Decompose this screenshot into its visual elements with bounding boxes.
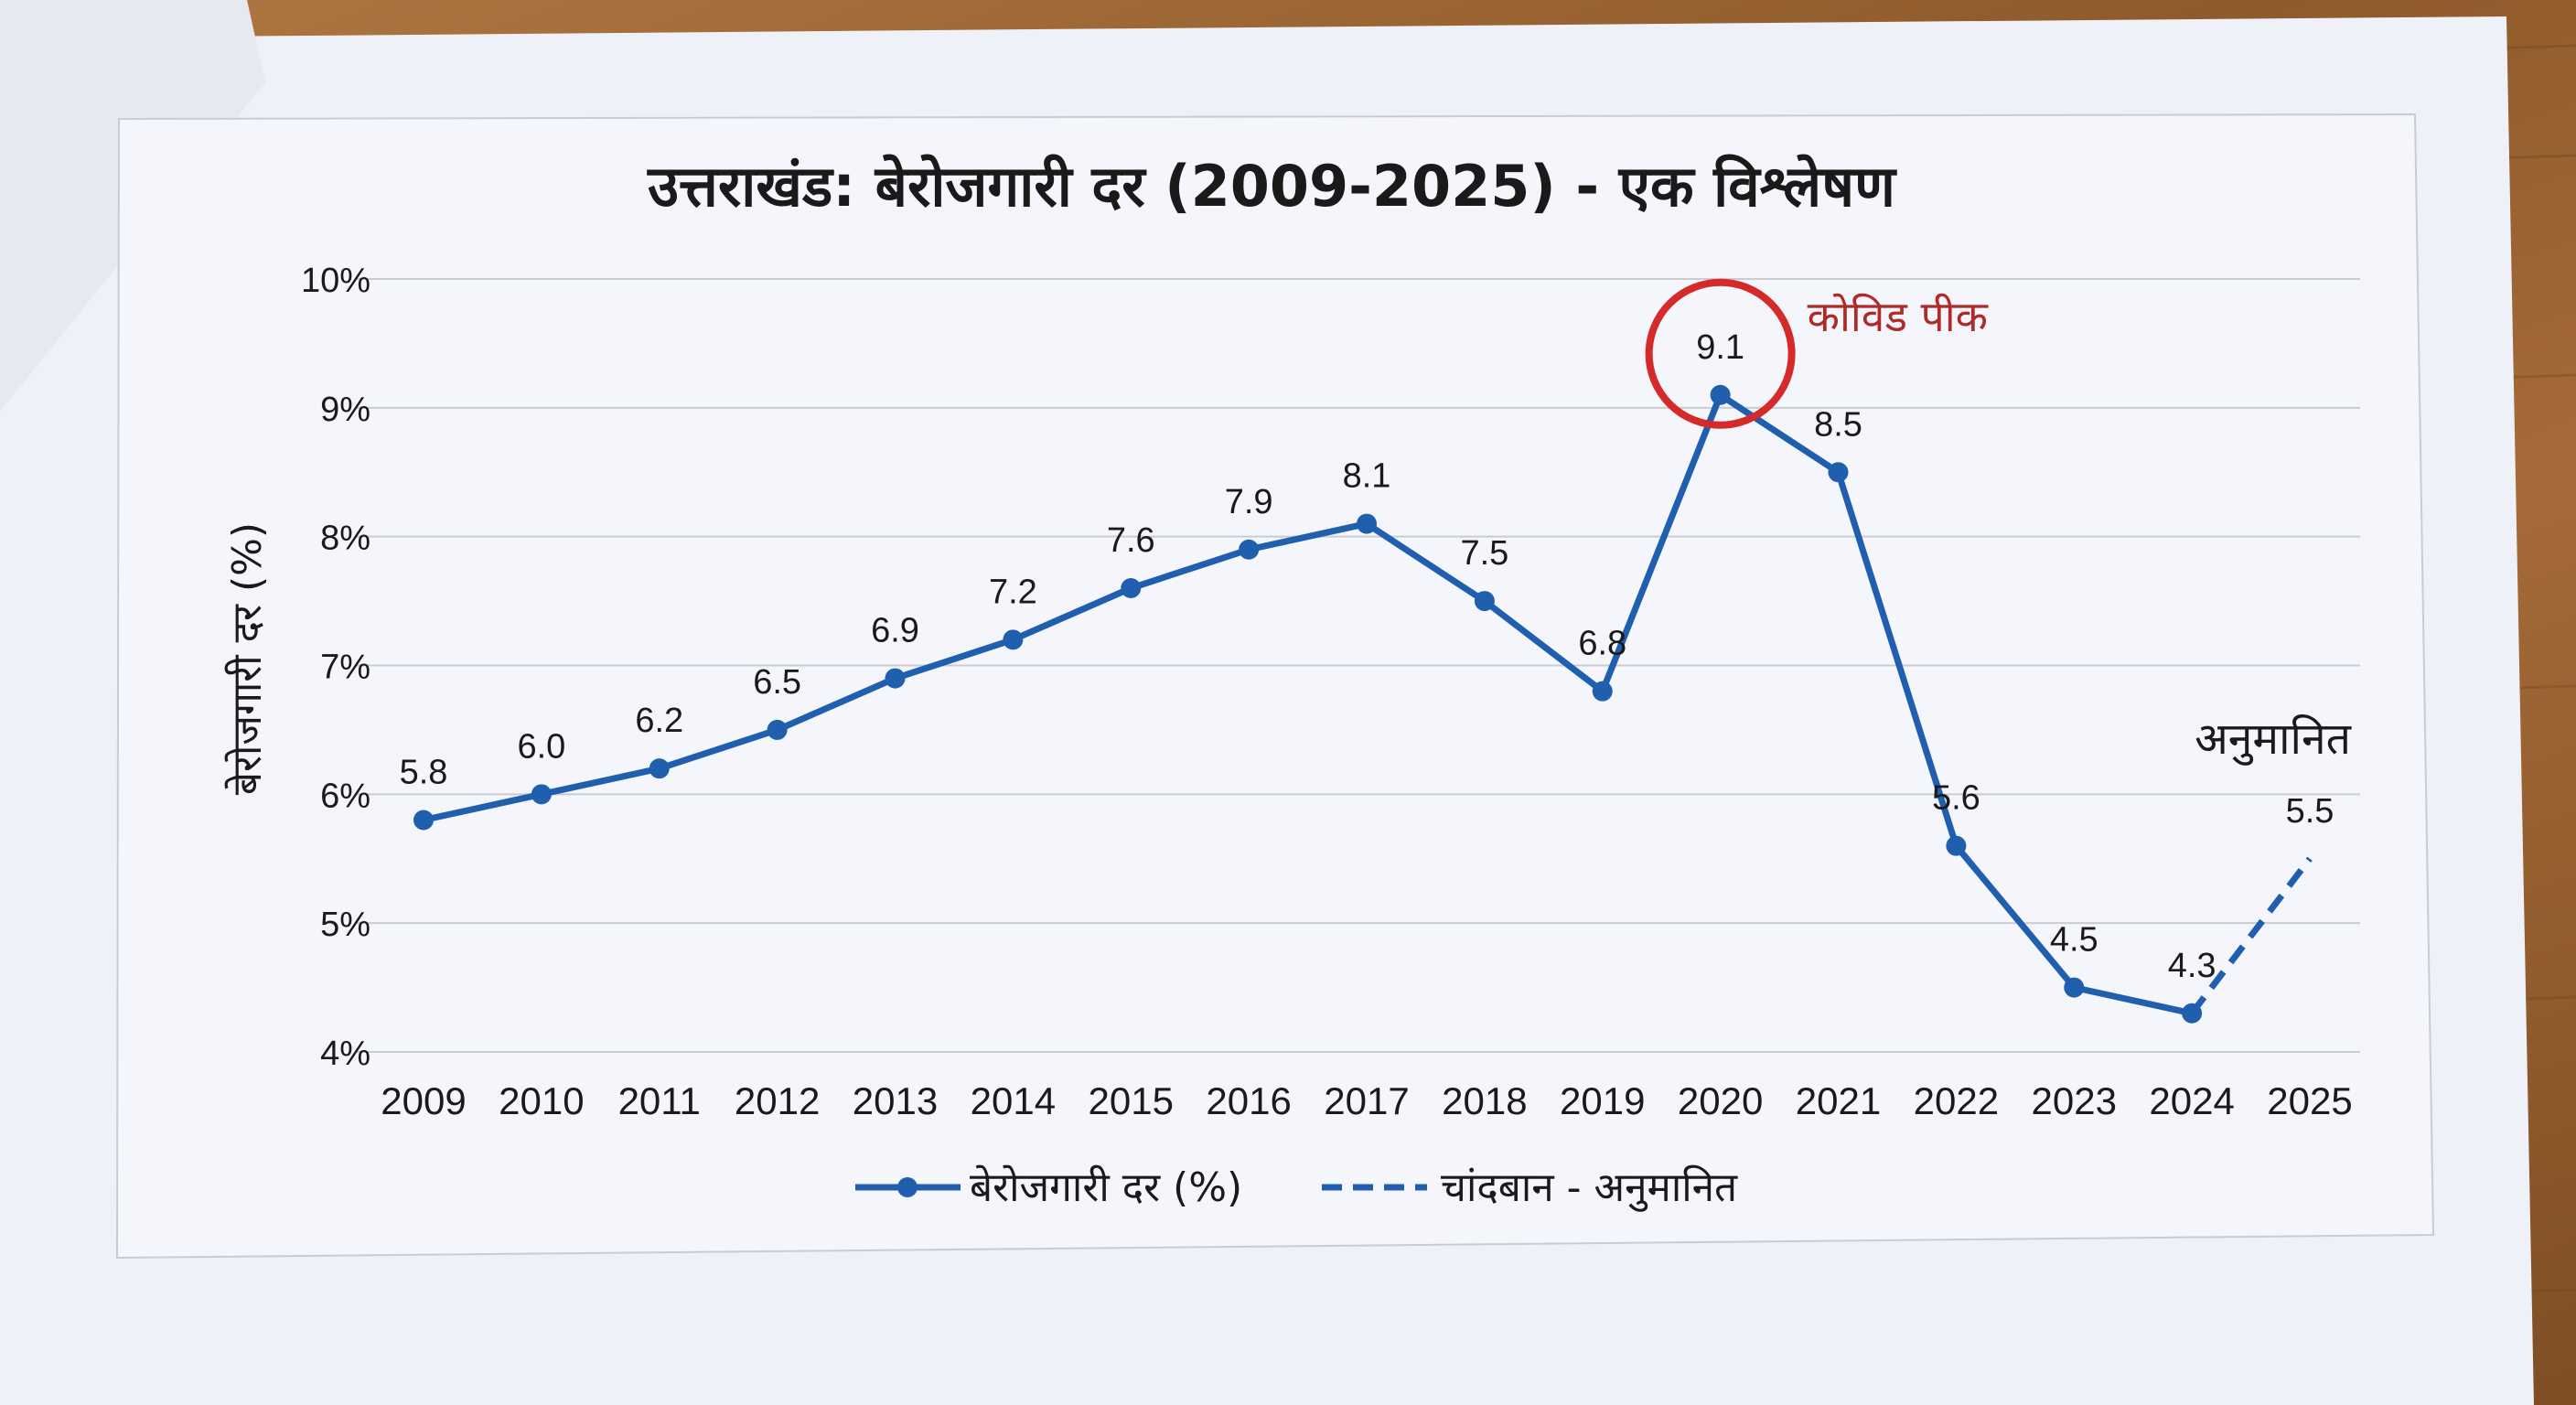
data-label-2014: 7.2 <box>989 573 1037 611</box>
data-point-2016 <box>1239 539 1260 560</box>
data-label-2016: 7.9 <box>1225 483 1273 521</box>
y-tick-label: 10% <box>301 262 370 300</box>
data-point-2024 <box>2182 1003 2203 1024</box>
data-label-2013: 6.9 <box>871 612 919 650</box>
legend-swatch-marker <box>897 1177 918 1197</box>
data-label-2024: 4.3 <box>2168 947 2216 985</box>
x-tick-label: 2015 <box>1089 1079 1174 1122</box>
y-axis-ticks: 10% 9% 8% 7% 6% 5% 4% <box>301 262 370 1073</box>
data-label-2022: 5.6 <box>1932 779 1980 818</box>
y-tick-label: 5% <box>320 906 370 944</box>
data-point-2011 <box>649 758 670 779</box>
data-label-2015: 7.6 <box>1107 521 1155 560</box>
series-line-estimated <box>2189 856 2313 1015</box>
data-point-2012 <box>767 719 788 740</box>
x-tick-label: 2017 <box>1324 1079 1409 1122</box>
y-tick-label: 4% <box>320 1035 370 1073</box>
data-point-2021 <box>1828 462 1849 483</box>
data-label-2019: 6.8 <box>1578 625 1626 663</box>
x-tick-label: 2024 <box>2149 1079 2234 1122</box>
data-label-2017: 8.1 <box>1343 457 1391 496</box>
chart-frame <box>115 113 2435 1260</box>
data-label-2020: 9.1 <box>1696 328 1744 367</box>
data-point-2015 <box>1121 578 1142 598</box>
y-tick-label: 6% <box>320 777 370 815</box>
data-point-2019 <box>1592 681 1613 702</box>
x-tick-label: 2025 <box>2267 1079 2352 1122</box>
data-label-2018: 7.5 <box>1460 534 1508 573</box>
x-tick-label: 2016 <box>1206 1079 1291 1122</box>
covid-peak-label: कोविड पीक <box>1808 292 1990 341</box>
gridlines <box>357 278 2360 1053</box>
data-point-2017 <box>1357 513 1377 534</box>
annotations: कोविड पीक अनुमानित <box>1645 278 2353 766</box>
x-tick-label: 2010 <box>499 1079 584 1122</box>
x-tick-label: 2009 <box>381 1079 466 1122</box>
x-tick-label: 2012 <box>735 1079 820 1122</box>
y-tick-label: 9% <box>320 391 370 429</box>
chart-title: उत्तराखंड: बेरोजगारी दर (2009-2025) - एक… <box>647 153 1897 220</box>
data-point-markers <box>413 384 2203 1024</box>
data-point-2022 <box>1946 835 1967 856</box>
x-tick-label: 2023 <box>2032 1079 2117 1122</box>
x-tick-label: 2011 <box>618 1079 701 1122</box>
legend-item-estimated: चांदबान - अनुमानित <box>1322 1164 1738 1212</box>
x-tick-label: 2020 <box>1678 1079 1763 1122</box>
legend: बेरोजगारी दर (%) चांदबान - अनुमानित <box>855 1164 1738 1212</box>
series-line-actual <box>420 391 2195 1017</box>
legend-label-actual: बेरोजगारी दर (%) <box>970 1164 1242 1211</box>
series-lines <box>420 391 2313 1017</box>
data-label-2009: 5.8 <box>400 754 448 792</box>
data-label-2010: 6.0 <box>517 727 565 766</box>
y-tick-label: 7% <box>320 649 370 687</box>
x-tick-label: 2021 <box>1796 1079 1881 1122</box>
x-tick-label: 2018 <box>1442 1079 1527 1122</box>
data-label-2023: 4.5 <box>2050 921 2098 960</box>
data-point-2020 <box>1710 384 1731 405</box>
data-point-2009 <box>413 810 434 831</box>
y-tick-label: 8% <box>320 520 370 558</box>
data-point-2023 <box>2064 977 2085 998</box>
x-tick-label: 2013 <box>853 1079 938 1122</box>
data-labels: 5.8 6.0 6.2 6.5 6.9 7.2 7.6 7.9 8.1 7.5 6.8 9.1 8.5 5… <box>400 328 2334 985</box>
data-label-2011: 6.2 <box>635 702 683 740</box>
data-point-2014 <box>1003 629 1024 650</box>
data-label-2021: 8.5 <box>1814 405 1862 444</box>
estimated-label: अनुमानित <box>2195 713 2353 766</box>
y-axis-label: बेरोजगारी दर (%) <box>224 522 271 795</box>
x-tick-label: 2014 <box>971 1079 1056 1122</box>
data-label-2025: 5.5 <box>2286 792 2334 831</box>
legend-label-estimated: चांदबान - अनुमानित <box>1441 1164 1738 1212</box>
data-point-2018 <box>1474 591 1495 612</box>
data-label-2012: 6.5 <box>753 663 801 702</box>
data-point-2010 <box>531 784 552 805</box>
x-axis-ticks: 2009 2010 2011 2012 2013 2014 2015 2016 2017 2018… <box>381 1079 2352 1122</box>
legend-item-actual: बेरोजगारी दर (%) <box>855 1164 1242 1211</box>
covid-peak-circle <box>1645 278 1796 429</box>
data-point-2013 <box>885 668 906 689</box>
x-tick-label: 2019 <box>1560 1079 1645 1122</box>
x-tick-label: 2022 <box>1914 1079 1999 1122</box>
